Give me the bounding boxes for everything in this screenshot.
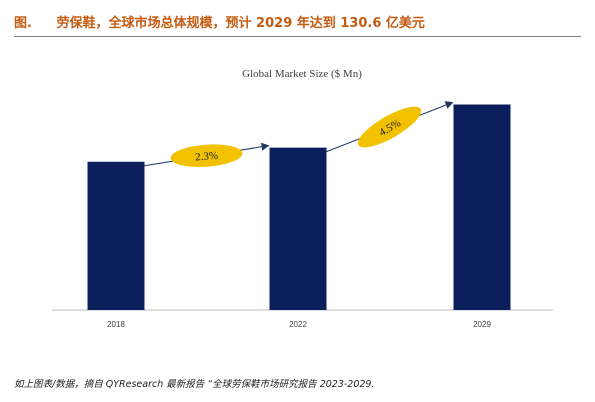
bar-2022 [269,147,327,310]
cagr-badge-2022-2029: 4.5% [357,106,422,148]
x-tick-label-2029: 2029 [473,320,491,329]
bar-2029 [453,104,511,310]
x-tick-label-2018: 2018 [107,320,125,329]
bar-2018 [87,161,145,310]
source-note: 如上图表/数据，摘自 QYResearch 最新报告 “全球劳保鞋市场研究报告 … [14,379,375,390]
cagr-ellipse [170,144,243,167]
figure-header: 图. 劳保鞋，全球市场总体规模，预计 2029 年达到 130.6 亿美元 [14,12,581,34]
cagr-label: 2.3% [195,150,219,164]
cagr-ellipse [357,106,422,148]
figure-number: 图. [14,16,32,31]
x-tick-label-2022: 2022 [289,320,307,329]
cagr-badge-2018-2022: 2.3% [170,144,243,167]
market-size-chart: Global Market Size ($ Mn) 2.3% 4.5% 2018 2… [52,68,553,329]
figure-title: 劳保鞋，全球市场总体规模，预计 2029 年达到 130.6 亿美元 [56,16,425,31]
chart-title: Global Market Size ($ Mn) [242,68,362,80]
chart-container: Global Market Size ($ Mn) 2.3% 4.5% 2018 2… [0,50,595,350]
header-divider [14,36,581,37]
